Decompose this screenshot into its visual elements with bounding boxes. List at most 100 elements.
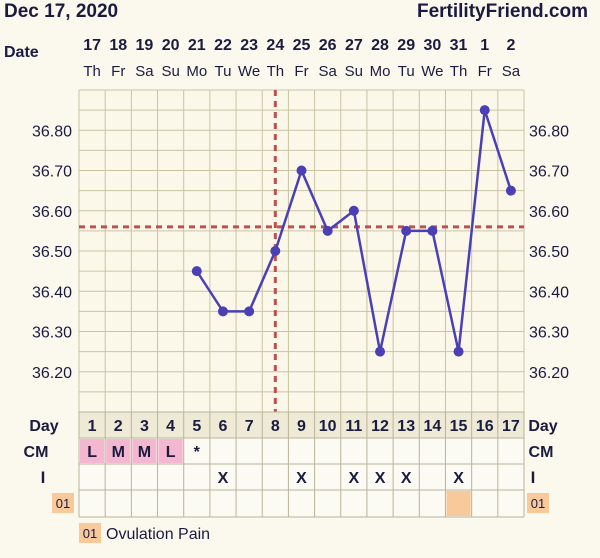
- date-label: 30: [423, 37, 441, 54]
- temperature-point: [270, 246, 281, 256]
- temperature-segment: [300, 170, 329, 232]
- weekday-label: Sa: [135, 63, 154, 80]
- temperature-point: [453, 346, 464, 357]
- i-row-label-left: I: [41, 468, 46, 487]
- temperature-point: [375, 346, 386, 357]
- cycle-day-label: 10: [319, 418, 337, 435]
- cycle-day-label: 1: [88, 418, 97, 435]
- cycle-day-label: 16: [476, 418, 494, 435]
- temperature-point: [322, 225, 333, 236]
- cm-entry: *: [194, 444, 201, 461]
- y-tick-label-right: 36.50: [529, 244, 569, 261]
- cycle-day-label: 6: [219, 418, 228, 435]
- chart-header: Dec 17, 2020 FertilityFriend.com: [0, 0, 600, 30]
- date-label: 25: [293, 37, 311, 54]
- temperature-point: [244, 306, 255, 317]
- custom-code-label-left: 01: [56, 496, 70, 511]
- temperature-segment: [431, 230, 460, 352]
- temperature-point: [401, 225, 412, 236]
- weekday-label: Tu: [214, 63, 231, 80]
- y-tick-label-left: 36.50: [32, 244, 72, 261]
- weekday-label: Mo: [186, 63, 207, 80]
- cycle-day-label: 14: [423, 418, 441, 435]
- day-row-label-right: Day: [528, 418, 557, 435]
- y-tick-label-right: 36.60: [529, 204, 569, 221]
- cycle-day-label: 2: [114, 418, 123, 435]
- day-row-bg: [79, 412, 524, 438]
- intercourse-mark: X: [401, 470, 412, 487]
- cm-entry: M: [112, 444, 125, 461]
- intercourse-mark: X: [296, 470, 307, 487]
- intercourse-mark: X: [349, 470, 360, 487]
- cycle-day-label: 15: [450, 418, 468, 435]
- cycle-day-label: 17: [502, 418, 520, 435]
- temperature-point: [427, 225, 438, 236]
- date-label: 2: [506, 37, 515, 54]
- table-row-bg: [79, 464, 524, 490]
- weekday-label: Su: [161, 63, 179, 80]
- temperature-segment: [195, 270, 225, 313]
- site-name[interactable]: FertilityFriend.com: [416, 1, 588, 22]
- temperature-segment: [457, 109, 486, 352]
- y-tick-label-left: 36.70: [32, 164, 72, 181]
- date-label: 29: [397, 37, 415, 54]
- date-row-label: Date: [4, 44, 39, 61]
- chart-date: Dec 17, 2020: [4, 1, 119, 22]
- cm-row-label-left: CM: [24, 444, 49, 461]
- date-label: 22: [214, 37, 232, 54]
- weekday-label: Tu: [398, 63, 415, 80]
- temperature-segment: [378, 230, 408, 352]
- custom-code-cell: [446, 491, 471, 516]
- intercourse-mark: X: [375, 470, 386, 487]
- cycle-day-label: 4: [166, 418, 175, 435]
- temperature-point: [348, 205, 359, 216]
- y-tick-label-right: 36.20: [529, 365, 569, 382]
- cm-entry: L: [87, 444, 97, 461]
- date-label: 21: [188, 37, 206, 54]
- y-tick-label-left: 36.40: [32, 284, 72, 301]
- date-label: 18: [109, 37, 127, 54]
- custom-code-badge-left: [52, 493, 74, 513]
- temperature-segment: [352, 210, 382, 352]
- legend-code: 01: [83, 526, 97, 541]
- temperature-point: [505, 185, 516, 196]
- date-label: 26: [319, 37, 337, 54]
- date-label: 23: [240, 37, 258, 54]
- y-tick-label-right: 36.30: [529, 325, 569, 342]
- cycle-day-label: 7: [245, 418, 254, 435]
- date-label: 20: [162, 37, 180, 54]
- cm-row-label-right: CM: [529, 444, 554, 461]
- weekday-label: Th: [83, 63, 101, 80]
- period-cell: [106, 439, 131, 463]
- date-label: 24: [266, 37, 284, 54]
- custom-code-badge-right: [527, 493, 549, 513]
- weekday-label: We: [238, 63, 260, 80]
- legend-label: Ovulation Pain: [106, 526, 210, 543]
- temperature-segment: [248, 250, 277, 312]
- temperature-point: [217, 306, 228, 317]
- date-label: 31: [450, 37, 468, 54]
- y-tick-label-right: 36.70: [529, 164, 569, 181]
- weekday-label: Th: [450, 63, 468, 80]
- intercourse-mark: X: [218, 470, 229, 487]
- y-tick-label-left: 36.30: [32, 325, 72, 342]
- period-cell: [80, 439, 105, 463]
- intercourse-mark: X: [453, 470, 464, 487]
- weekday-label: Sa: [502, 63, 521, 80]
- weekday-label: Th: [267, 63, 285, 80]
- weekday-label: Fr: [111, 63, 125, 80]
- y-tick-label-right: 36.40: [529, 284, 569, 301]
- temperature-segment: [274, 170, 303, 252]
- temperature-segment: [326, 209, 355, 232]
- custom-code-label-right: 01: [531, 496, 545, 511]
- y-tick-label-right: 36.80: [529, 123, 569, 140]
- weekday-label: Su: [345, 63, 363, 80]
- cycle-day-label: 13: [397, 418, 415, 435]
- cycle-day-label: 8: [271, 418, 280, 435]
- temperature-point: [479, 105, 490, 116]
- date-label: 19: [136, 37, 154, 54]
- cycle-day-label: 9: [297, 418, 306, 435]
- cycle-day-label: 11: [345, 418, 362, 435]
- period-cell: [158, 439, 183, 463]
